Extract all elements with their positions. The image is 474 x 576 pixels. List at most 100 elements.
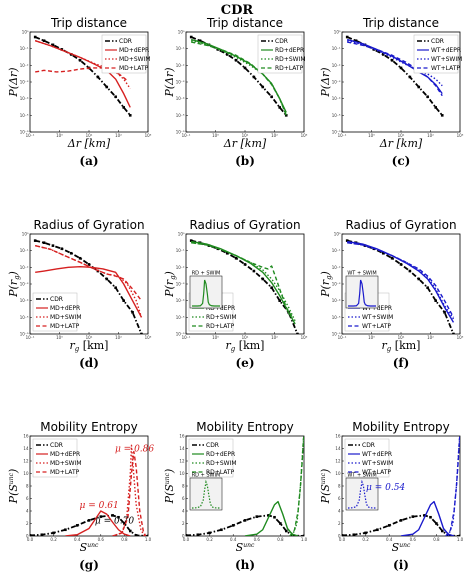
cdr-point <box>42 241 46 245</box>
legend: CDR RD+dEPR RD+SWIM RD+LATP <box>188 438 237 478</box>
legend-label: RD+LATP <box>275 65 304 72</box>
cdr-point <box>364 531 367 535</box>
chart-title: Trip distance <box>50 16 127 30</box>
y-tick-label: 4 <box>182 509 185 514</box>
cdr-point <box>458 534 460 536</box>
cdr-point <box>390 59 394 62</box>
legend-label: RD+dEPR <box>206 305 235 312</box>
x-tick-label: 10² <box>271 335 278 340</box>
cdr-point <box>220 528 223 532</box>
chart-panel-d: Radius of Gyration 10⁻¹ 10⁰ 10¹ 10² 10³ 10⁰ 10⁻… <box>7 218 152 370</box>
plot-area <box>189 239 299 334</box>
y-tick-label: 10⁻² <box>20 265 29 270</box>
x-tick-label: 0.0 <box>339 537 346 542</box>
legend: CDR WT+dEPR WT+SWIM WT+LATP <box>344 438 393 478</box>
x-axis-label: rg [km] <box>382 339 421 353</box>
cdr-point <box>399 66 403 70</box>
x-tick-label: 10² <box>427 335 434 340</box>
y-tick-label: 10⁻² <box>332 265 341 270</box>
y-tick-label: 10⁻³ <box>332 80 341 85</box>
cdr-point <box>426 286 429 289</box>
chart-panel-i: Mobility Entropy 0.0 0.2 0.4 0.6 0.8 1.0 0 2 4 6 8 1… <box>319 420 464 572</box>
cdr-point <box>52 531 55 535</box>
plot-area <box>186 436 304 536</box>
y-tick-label: 10⁻⁶ <box>176 130 185 135</box>
cdr-point <box>122 106 125 109</box>
x-tick-label: 10⁻¹ <box>26 133 35 138</box>
y-tick-label: 16 <box>179 434 185 439</box>
cdr-point <box>440 114 444 117</box>
panel-label: (g) <box>79 558 99 572</box>
inset-series-line <box>192 279 220 307</box>
cdr-point <box>284 114 288 117</box>
legend-label: MD+SWIM <box>50 314 82 321</box>
cdr-point <box>345 239 349 242</box>
cdr-point <box>234 256 238 260</box>
plot-area <box>345 239 455 334</box>
legend-label: WT+SWIM <box>362 460 393 467</box>
cdr-point <box>99 515 103 518</box>
series-line-wt-swim <box>347 40 443 87</box>
panel-label: (i) <box>393 558 409 572</box>
legend-label: CDR <box>206 442 219 449</box>
series-line-cdr <box>34 36 131 116</box>
x-tick-label: 10⁰ <box>368 133 375 138</box>
cdr-point <box>434 106 437 109</box>
y-tick-label: 10⁻⁴ <box>176 96 185 101</box>
y-tick-label: 10⁻⁴ <box>20 96 29 101</box>
cdr-point <box>30 534 32 536</box>
figure-title: CDR <box>221 3 254 18</box>
cdr-point <box>105 277 109 281</box>
mean-annotation: μ = 0.70 <box>95 517 134 527</box>
x-tick-label: 10² <box>427 133 434 138</box>
y-axis-label: P(Δr) <box>319 67 332 97</box>
chart-title: Mobility Entropy <box>40 420 138 434</box>
cdr-point <box>352 533 356 536</box>
inset-title: RD + SWIM <box>192 271 221 277</box>
cdr-point <box>252 269 256 273</box>
x-tick-label: 1.0 <box>457 537 464 542</box>
panel-label: (b) <box>235 154 255 168</box>
y-tick-label: 10⁻¹ <box>332 248 341 253</box>
inset-title: RD + SWIM <box>192 473 221 479</box>
cdr-point <box>387 524 391 527</box>
inset-title: WT + SWIM <box>347 271 376 277</box>
series-line-rd-depr <box>191 38 287 113</box>
x-tick-label: 10⁻¹ <box>182 335 191 340</box>
y-tick-label: 4 <box>338 509 341 514</box>
y-tick-label: 10⁰ <box>334 30 341 35</box>
y-tick-label: 12 <box>335 459 341 464</box>
y-tick-label: 10⁻² <box>332 63 341 68</box>
y-tick-label: 10⁻³ <box>176 282 185 287</box>
chart-title: Radius of Gyration <box>33 218 144 232</box>
legend-label: RD+SWIM <box>206 314 237 321</box>
y-axis-label: P(Δr) <box>163 67 176 97</box>
cdr-point <box>42 39 46 43</box>
series-line-md-swim <box>35 244 143 318</box>
x-tick-label: 1.0 <box>301 537 308 542</box>
y-tick-label: 2 <box>182 521 185 526</box>
y-tick-label: 16 <box>335 434 341 439</box>
legend: CDR MD+dEPR MD+SWIM MD+LATP <box>101 34 151 74</box>
chart-title: Radius of Gyration <box>345 218 456 232</box>
y-tick-label: 10⁻⁶ <box>176 332 185 337</box>
x-tick-label: 10³ <box>145 335 152 340</box>
x-tick-label: 0.6 <box>410 537 417 542</box>
cdr-point <box>131 311 134 314</box>
x-axis-label: Δr [km] <box>379 137 423 150</box>
y-tick-label: 10⁻¹ <box>20 248 29 253</box>
series-line-wt-depr <box>400 500 455 536</box>
y-tick-label: 10 <box>179 471 185 476</box>
y-tick-label: 10⁰ <box>178 30 185 35</box>
inset: RD + SWIM <box>189 271 223 309</box>
y-tick-label: 0 <box>26 534 29 539</box>
cdr-point <box>279 522 282 525</box>
chart-title: Trip distance <box>362 16 439 30</box>
cdr-point <box>33 239 37 242</box>
legend-label: MD+dEPR <box>119 47 149 54</box>
cdr-point <box>390 256 394 260</box>
plot-area <box>345 35 444 117</box>
x-tick-label: 10³ <box>145 133 152 138</box>
cdr-point <box>443 311 446 314</box>
panel-label: (c) <box>392 154 411 168</box>
